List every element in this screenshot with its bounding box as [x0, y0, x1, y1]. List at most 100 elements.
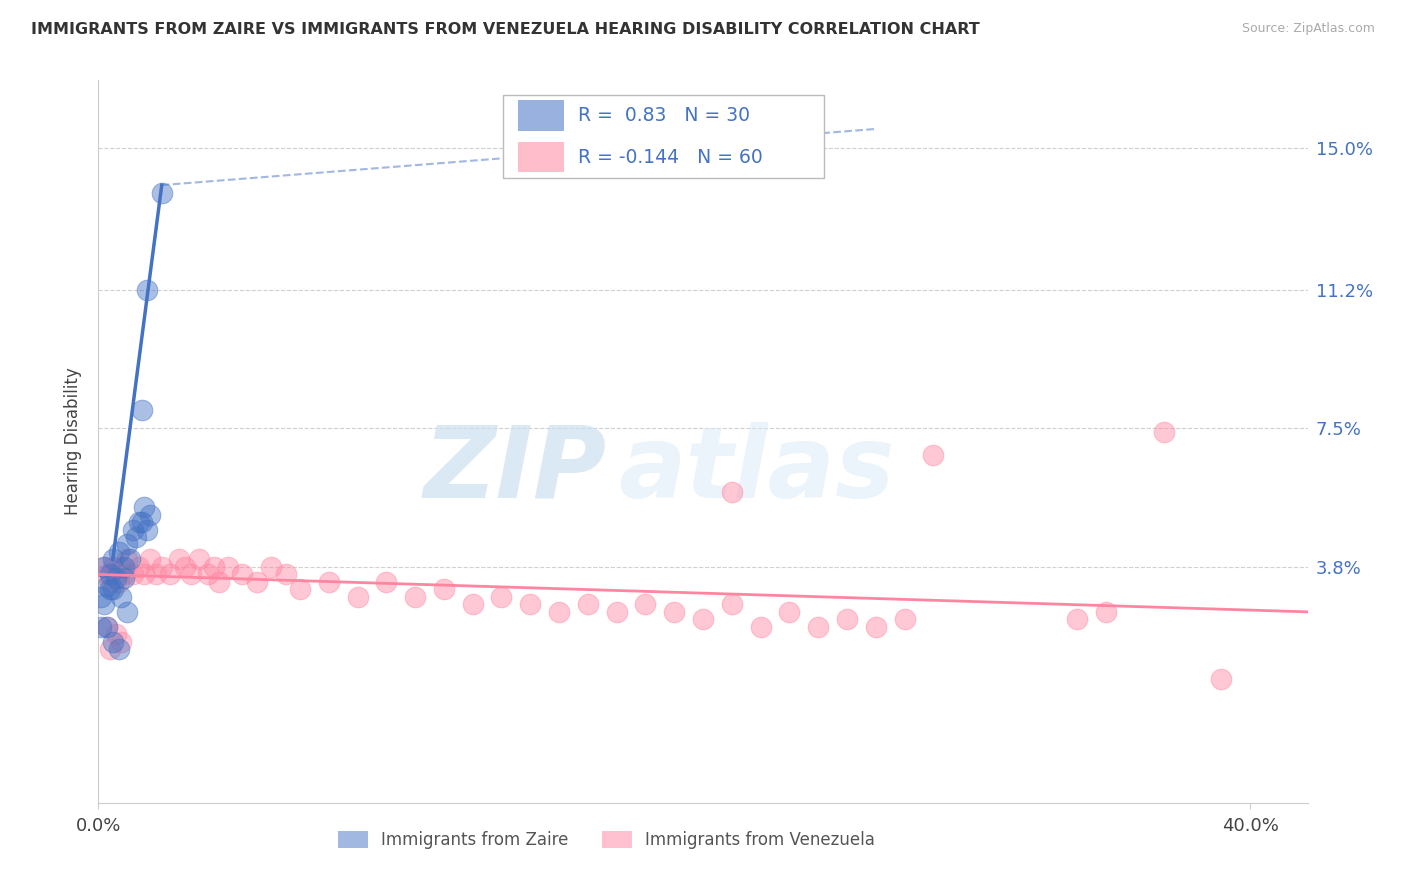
Point — [131, 402, 153, 417]
Point — [98, 642, 121, 657]
Legend: Immigrants from Zaire, Immigrants from Venezuela: Immigrants from Zaire, Immigrants from V… — [330, 824, 882, 856]
Point — [634, 598, 657, 612]
Point — [922, 448, 945, 462]
Point — [107, 545, 129, 559]
Point — [720, 485, 742, 500]
Point — [150, 186, 173, 200]
Point — [110, 560, 132, 574]
Point — [136, 283, 159, 297]
Point — [96, 620, 118, 634]
Point — [139, 552, 162, 566]
Point — [749, 620, 772, 634]
Point — [231, 567, 253, 582]
FancyBboxPatch shape — [517, 142, 564, 172]
Point — [134, 500, 156, 514]
Point — [98, 567, 121, 582]
Point — [128, 560, 150, 574]
Point — [173, 560, 195, 574]
Point — [112, 567, 135, 582]
FancyBboxPatch shape — [517, 100, 564, 130]
Point — [208, 574, 231, 589]
Point — [375, 574, 398, 589]
Point — [167, 552, 190, 566]
Point — [110, 635, 132, 649]
Point — [202, 560, 225, 574]
Point — [101, 582, 124, 597]
Text: R = -0.144   N = 60: R = -0.144 N = 60 — [578, 147, 763, 167]
Point — [93, 560, 115, 574]
Point — [101, 560, 124, 574]
Point — [606, 605, 628, 619]
Point — [115, 605, 138, 619]
Point — [260, 560, 283, 574]
Point — [98, 582, 121, 597]
Point — [107, 642, 129, 657]
Point — [865, 620, 887, 634]
Point — [1066, 612, 1088, 626]
Point — [136, 523, 159, 537]
Point — [145, 567, 167, 582]
Point — [288, 582, 311, 597]
Point — [197, 567, 219, 582]
Point — [122, 523, 145, 537]
Point — [107, 574, 129, 589]
Point — [217, 560, 239, 574]
Point — [104, 567, 127, 582]
Point — [778, 605, 800, 619]
Point — [159, 567, 181, 582]
Point — [1211, 673, 1233, 687]
Point — [246, 574, 269, 589]
Point — [576, 598, 599, 612]
FancyBboxPatch shape — [503, 95, 824, 178]
Point — [720, 598, 742, 612]
Point — [274, 567, 297, 582]
Point — [104, 571, 127, 585]
Point — [1153, 425, 1175, 440]
Point — [548, 605, 571, 619]
Point — [835, 612, 858, 626]
Point — [96, 579, 118, 593]
Point — [110, 590, 132, 604]
Text: Source: ZipAtlas.com: Source: ZipAtlas.com — [1241, 22, 1375, 36]
Text: atlas: atlas — [619, 422, 894, 519]
Point — [318, 574, 340, 589]
Point — [101, 635, 124, 649]
Point — [104, 627, 127, 641]
Point — [128, 515, 150, 529]
Point — [346, 590, 368, 604]
Point — [101, 552, 124, 566]
Point — [404, 590, 426, 604]
Point — [120, 552, 142, 566]
Point — [93, 560, 115, 574]
Point — [112, 571, 135, 585]
Point — [125, 530, 148, 544]
Point — [122, 567, 145, 582]
Point — [93, 598, 115, 612]
Point — [807, 620, 830, 634]
Point — [134, 567, 156, 582]
Point — [664, 605, 686, 619]
Point — [188, 552, 211, 566]
Point — [461, 598, 484, 612]
Point — [692, 612, 714, 626]
Point — [433, 582, 456, 597]
Point — [150, 560, 173, 574]
Point — [519, 598, 541, 612]
Point — [1095, 605, 1118, 619]
Point — [115, 537, 138, 551]
Y-axis label: Hearing Disability: Hearing Disability — [65, 368, 83, 516]
Point — [180, 567, 202, 582]
Point — [90, 590, 112, 604]
Point — [96, 567, 118, 582]
Point — [90, 620, 112, 634]
Point — [112, 560, 135, 574]
Text: R =  0.83   N = 30: R = 0.83 N = 30 — [578, 106, 751, 125]
Point — [893, 612, 915, 626]
Point — [96, 620, 118, 634]
Point — [98, 574, 121, 589]
Point — [139, 508, 162, 522]
Point — [131, 515, 153, 529]
Point — [491, 590, 513, 604]
Point — [115, 552, 138, 566]
Text: IMMIGRANTS FROM ZAIRE VS IMMIGRANTS FROM VENEZUELA HEARING DISABILITY CORRELATIO: IMMIGRANTS FROM ZAIRE VS IMMIGRANTS FROM… — [31, 22, 980, 37]
